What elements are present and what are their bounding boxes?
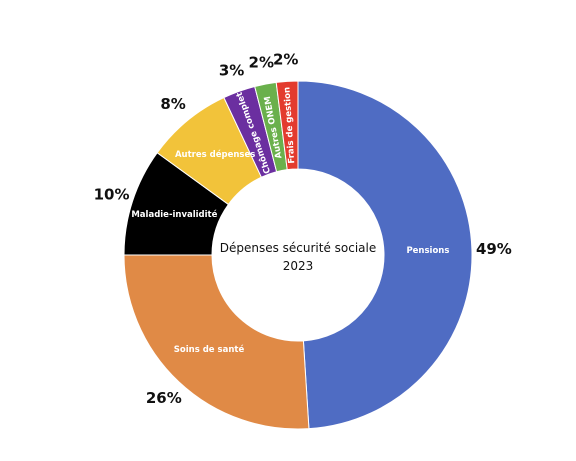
percent-labels: 49% 26% 10% 8% 3% 2%2% [94, 50, 512, 406]
percent-label-frais-de-gestion: 2% [273, 50, 298, 68]
segment-label-pensions: Pensions [406, 246, 449, 256]
slice-pensions [297, 80, 473, 430]
segment-label-autres-depenses: Autres dépenses [175, 149, 255, 160]
center-title-line2: 2023 [283, 259, 314, 273]
slice-soins-de-sante [123, 254, 310, 430]
segment-label-soins-de-sante: Soins de santé [174, 344, 245, 355]
segment-label-frais-de-gestion: Frais de gestion [282, 87, 297, 164]
percent-label-pensions: 49% [476, 240, 512, 258]
percent-label-maladie-invalidite: 10% [94, 185, 130, 203]
percent-label-autres-onem: 2% [249, 53, 274, 71]
percent-label-soins-de-sante: 26% [146, 389, 182, 407]
segment-label-maladie-invalidite: Maladie-invalidité [131, 209, 217, 220]
percent-label-autres-depenses: 8% [160, 95, 185, 113]
donut-slices [123, 80, 473, 430]
slice-frais-de-gestion [275, 80, 299, 171]
center-title-line1: Dépenses sécurité sociale [220, 241, 377, 255]
percent-label-chomage-complet: 3% [219, 62, 244, 80]
